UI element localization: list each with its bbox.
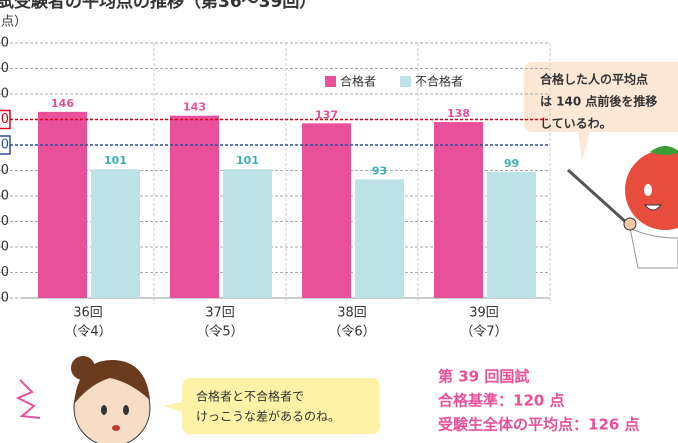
bar — [355, 179, 404, 298]
value-label: 93 — [372, 164, 387, 177]
x-tick-label: 39回 — [469, 306, 499, 321]
y-tick-label: 140 — [0, 112, 9, 127]
bar — [223, 169, 272, 298]
value-label: 146 — [51, 97, 74, 110]
bar — [170, 115, 219, 298]
character-leaf — [650, 146, 678, 155]
y-tick-label: 40 — [0, 240, 9, 255]
legend-label: 合格者 — [340, 74, 376, 89]
bubble-text: しているわ。 — [540, 117, 612, 131]
pointer — [566, 168, 630, 226]
note-text: 合格基準：120 点 — [437, 392, 565, 410]
bubble-text: 合格した人の平均点 — [540, 72, 648, 87]
value-label: 143 — [183, 101, 206, 114]
character-eye — [123, 405, 129, 415]
value-label: 137 — [315, 108, 338, 121]
character-eye — [644, 184, 652, 196]
bar — [434, 122, 483, 298]
value-label: 101 — [236, 154, 259, 167]
x-tick-note: （令4） — [64, 325, 111, 340]
y-tick-label: 180 — [0, 61, 9, 76]
x-tick-note: （令7） — [460, 325, 507, 340]
legend-swatch — [325, 76, 336, 87]
value-label: 99 — [504, 157, 519, 170]
value-label: 101 — [104, 154, 127, 167]
note-text: 受験生全体の平均点：126 点 — [438, 416, 640, 434]
bar — [487, 171, 536, 298]
bar — [38, 111, 87, 298]
y-tick-label: 100 — [0, 163, 9, 178]
speech-bubble — [524, 62, 678, 160]
y-tick-label: 200 — [0, 36, 9, 51]
character-eye — [101, 405, 107, 415]
y-unit: （点） — [0, 15, 27, 30]
character-bun — [71, 356, 95, 380]
character-mouth — [643, 204, 663, 211]
bubble-text: けっこうな差があるのね。 — [196, 409, 340, 424]
y-tick-label: 80 — [0, 189, 9, 204]
chart-title: 国試受験者の平均点の推移（第36〜39回） — [0, 0, 316, 12]
legend-swatch — [400, 76, 411, 87]
y-tick-label: 120 — [0, 138, 9, 153]
shock-lines — [15, 379, 41, 419]
value-label: 138 — [447, 107, 470, 120]
y-tick-label: 0 — [1, 291, 9, 306]
speech-bubble — [164, 378, 380, 434]
bar — [91, 169, 140, 298]
y-tick-label: 160 — [0, 87, 9, 102]
x-tick-note: （令6） — [328, 325, 375, 340]
x-tick-label: 36回 — [73, 306, 103, 321]
bubble-text: は 140 点前後を推移 — [540, 94, 657, 109]
bar — [302, 123, 351, 298]
y-tick-label: 60 — [0, 214, 9, 229]
legend-label: 不合格者 — [415, 74, 463, 89]
character-coat — [629, 227, 678, 269]
x-tick-label: 38回 — [337, 306, 367, 321]
y-tick-label: 20 — [0, 265, 9, 280]
bubble-text: 合格者と不合格者で — [196, 389, 304, 404]
note-text: 第 39 回国試 — [438, 368, 529, 386]
x-tick-label: 37回 — [205, 306, 235, 321]
character-hand — [623, 217, 637, 231]
character-mouth — [112, 425, 120, 431]
x-tick-note: （令5） — [196, 325, 243, 340]
